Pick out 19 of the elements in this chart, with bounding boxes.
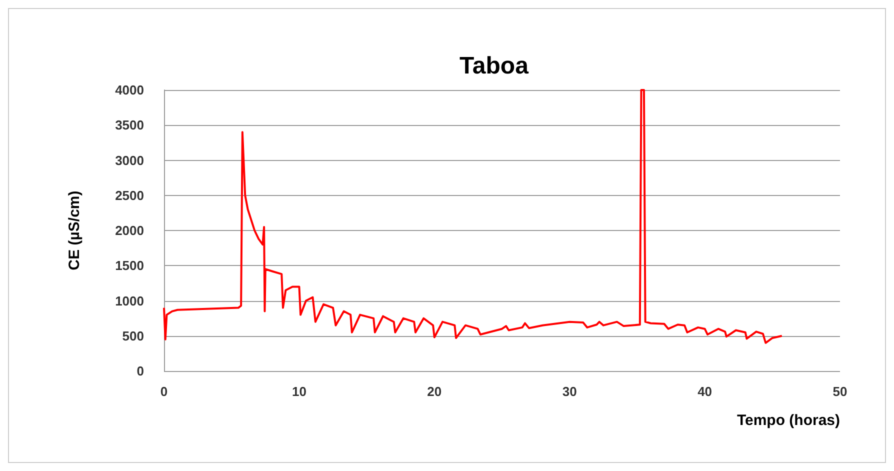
x-axis-title: Tempo (horas) bbox=[736, 412, 840, 429]
y-tick-label: 3000 bbox=[115, 152, 144, 168]
y-tick-label: 500 bbox=[122, 328, 144, 344]
y-tick-label: 4000 bbox=[115, 82, 144, 98]
chart-title: Taboa bbox=[460, 52, 530, 80]
y-tick-label: 0 bbox=[136, 364, 144, 378]
x-tick-label: 50 bbox=[832, 384, 848, 399]
line-series bbox=[163, 89, 783, 344]
y-tick-label: 1500 bbox=[115, 258, 144, 274]
x-tick-label: 40 bbox=[698, 384, 712, 399]
y-tick-label: 2000 bbox=[115, 223, 144, 238]
x-tick-label: 30 bbox=[562, 384, 577, 399]
y-tick-label: 2500 bbox=[115, 188, 144, 203]
y-axis-title: CE (µS/cm) bbox=[66, 190, 83, 270]
x-tick-label: 20 bbox=[427, 384, 442, 399]
y-tick-label: 1000 bbox=[115, 293, 144, 308]
x-tick-label: 0 bbox=[160, 384, 168, 399]
x-tick-label: 10 bbox=[292, 384, 306, 399]
y-tick-label: 3500 bbox=[115, 118, 144, 133]
